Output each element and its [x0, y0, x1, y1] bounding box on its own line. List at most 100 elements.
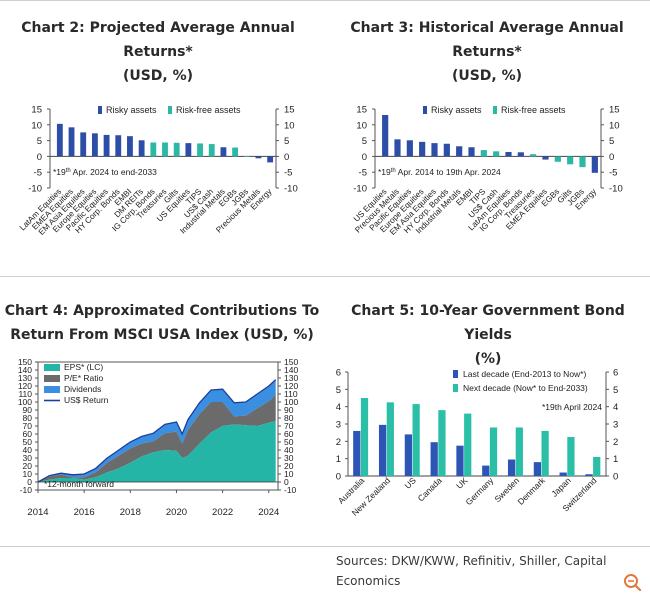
chart5-category-label: Japan: [549, 475, 573, 499]
chart2-bar: [267, 156, 274, 163]
chart2-bar: [173, 142, 180, 157]
chart4-legend-label: US$ Return: [64, 395, 109, 405]
chart3-legend-swatch-riskfree: [493, 106, 497, 114]
chart2-ytick-label-right: -10: [284, 184, 298, 195]
chart4-xtick-label: 2016: [74, 507, 95, 518]
chart4-ytick-label-right: 110: [284, 389, 298, 399]
chart2-ytick-label-right: 0: [284, 152, 289, 163]
zoom-icon[interactable]: [622, 572, 642, 592]
chart3-bar: [443, 143, 450, 157]
chart2-ytick-label-right: 5: [284, 136, 289, 147]
chart3-ytick-label-right: 15: [609, 105, 620, 116]
chart3-legend-swatch-risky: [423, 106, 427, 114]
chart3-bar: [505, 151, 512, 157]
divider-bottom: [0, 546, 650, 547]
divider-top: [0, 0, 650, 1]
chart2-legend-swatch-riskfree: [168, 106, 172, 114]
chart3-bar: [419, 141, 426, 157]
chart2-ytick-label-left: 0: [37, 152, 42, 163]
chart3-ytick-label-right: 5: [609, 136, 614, 147]
chart4-eps-area: [38, 421, 276, 482]
chart3-bar: [579, 156, 586, 168]
chart5-bar-next-decade: [438, 410, 446, 476]
chart5-title-line2: (%): [474, 351, 502, 367]
chart5-bar-last-decade: [559, 472, 567, 476]
chart2-title-line3: (USD, %): [122, 68, 194, 84]
chart3-bar: [431, 143, 438, 157]
chart4-legend-swatch: [44, 364, 60, 371]
chart4-ytick-label-right: 30: [284, 453, 294, 463]
chart5-bar-last-decade: [482, 465, 490, 476]
chart2-ytick-label-left: -10: [28, 184, 42, 195]
chart4-ytick-label-left: 150: [18, 357, 32, 367]
chart3-bar: [394, 139, 401, 157]
chart5-bar-last-decade: [456, 445, 464, 476]
chart5-ytick-label-right: 0: [613, 472, 618, 483]
chart5-ytick-label-left: 6: [336, 368, 341, 379]
chart4-ytick-label-left: 120: [18, 381, 32, 391]
chart5-bar-last-decade: [378, 424, 387, 476]
chart2-legend-swatch-risky: [98, 106, 102, 114]
chart5-ytick-label-right: 3: [613, 420, 618, 431]
chart3-ytick-label-right: -10: [609, 184, 623, 195]
chart5-ytick-label-left: 1: [336, 454, 341, 465]
chart4-ytick-label-left: 80: [23, 413, 33, 423]
chart4-xtick-label: 2022: [212, 507, 233, 518]
chart4-pe-area: [38, 394, 276, 482]
chart2-title-line2: Returns*: [123, 44, 193, 60]
chart5-ytick-label-right: 4: [613, 402, 618, 413]
chart2-bar: [138, 140, 145, 157]
chart4-ytick-label-left: 40: [23, 445, 33, 455]
chart5-bar-last-decade: [533, 462, 541, 476]
chart4-ytick-label-left: 30: [23, 453, 33, 463]
chart5-ytick-label-left: 4: [336, 402, 341, 413]
chart2-bar: [232, 147, 239, 157]
chart3-bar: [591, 156, 598, 173]
chart2-ytick-label-left: -5: [34, 168, 42, 179]
chart3-bar: [567, 156, 574, 165]
chart3-bar: [382, 115, 389, 157]
chart5-ytick-label-left: 0: [336, 472, 341, 483]
chart4-ytick-label-left: 70: [23, 421, 33, 431]
chart3-bar: [493, 151, 500, 157]
chart4-legend-label: EPS* (LC): [64, 362, 103, 372]
chart2-bar: [56, 123, 63, 157]
chart3-ytick-label-right: 0: [609, 152, 614, 163]
chart3-bar: [406, 140, 413, 157]
chart2-bar: [80, 132, 87, 157]
chart5-category-label: Germany: [464, 475, 496, 507]
chart5-category-label: Canada: [416, 475, 444, 503]
chart5-bar-next-decade: [412, 404, 420, 476]
chart4-ytick-label-left: 90: [23, 405, 33, 415]
chart4-ytick-label-right: 80: [284, 413, 294, 423]
chart5-bar-last-decade: [430, 442, 438, 476]
chart5-title: Chart 5: 10-Year Government Bond Yields …: [330, 299, 646, 371]
chart2-bar: [127, 136, 133, 157]
chart4-ytick-label-left: 20: [23, 461, 33, 471]
chart4-note: *12-month forward: [44, 479, 114, 489]
chart2-bar: [103, 134, 110, 157]
chart3-title-line3: (USD, %): [451, 68, 523, 84]
chart2-ytick-label-right: 15: [284, 105, 295, 116]
chart5-bar-last-decade: [507, 459, 516, 476]
chart4-usd-return-line: [37, 379, 277, 483]
chart3-title: Chart 3: Historical Average Annual Retur…: [332, 16, 642, 88]
chart2-ytick-label-right: -5: [284, 168, 292, 179]
chart2-legend-label-riskfree: Risk-free assets: [176, 105, 241, 115]
chart5-ytick-label-right: 5: [613, 385, 618, 396]
chart3-ytick-label-left: 5: [362, 136, 367, 147]
chart4-ytick-label-right: 90: [284, 405, 294, 415]
chart3-bar: [530, 154, 537, 157]
chart2-title: Chart 2: Projected Average Annual Return…: [8, 16, 308, 88]
chart2-bar: [208, 144, 215, 157]
chart2-title-line1: Chart 2: Projected Average Annual: [21, 20, 295, 36]
chart4-legend-label: Dividends: [64, 384, 101, 394]
chart5-ytick-label-right: 2: [613, 437, 618, 448]
chart3-bar: [517, 152, 524, 157]
chart2-bar: [220, 147, 227, 157]
chart4-ytick-label-right: 120: [284, 381, 298, 391]
chart4-ytick-label-right: 0: [284, 477, 289, 487]
chart4-title: Chart 4: Approximated Contributions To R…: [4, 299, 320, 347]
chart3-bar: [554, 156, 561, 162]
